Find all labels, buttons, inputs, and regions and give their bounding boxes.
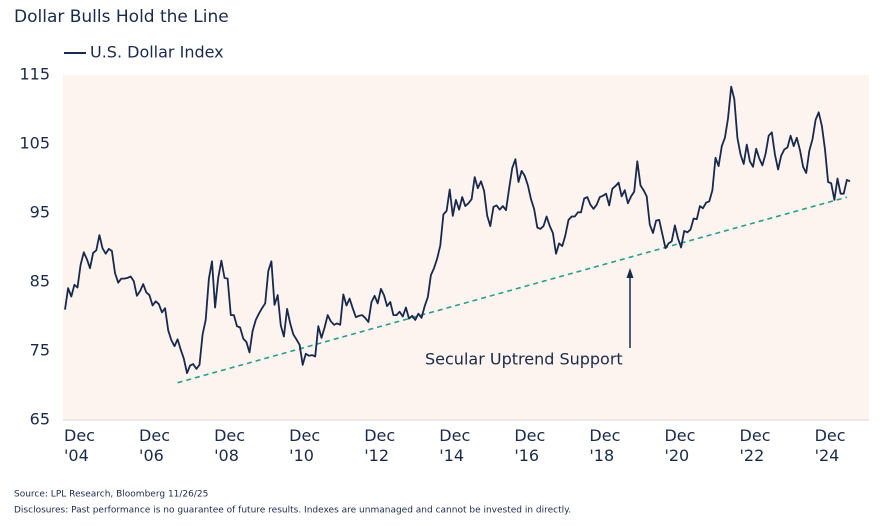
data-line — [64, 85, 851, 374]
x-tick-label: Dec '14 — [439, 426, 470, 465]
x-tick-label: Dec '24 — [815, 426, 846, 465]
y-tick-label: 95 — [30, 203, 50, 222]
annotation: Secular Uptrend Support — [425, 350, 623, 369]
annotation-arrowhead — [626, 268, 634, 278]
x-tick-label: Dec '18 — [589, 426, 620, 465]
y-tick-label: 85 — [30, 272, 50, 291]
trend-line — [177, 196, 848, 384]
x-tick-label: Dec '08 — [214, 426, 245, 465]
legend: U.S. Dollar Index — [64, 43, 224, 62]
x-tick-label: Dec '12 — [364, 426, 395, 465]
x-tick-label: Dec '06 — [139, 426, 170, 465]
x-tick-label: Dec '04 — [64, 426, 95, 465]
y-tick-label: 65 — [30, 410, 50, 429]
y-tick-label: 105 — [19, 134, 50, 153]
legend-label: U.S. Dollar Index — [90, 43, 224, 62]
chart-title: Dollar Bulls Hold the Line — [14, 7, 229, 27]
source-note: Source: LPL Research, Bloomberg 11/26/25 — [14, 490, 208, 500]
x-tick-label: Dec '20 — [664, 426, 695, 465]
plot-background — [63, 75, 869, 420]
disclosure-note: Disclosures: Past performance is no guar… — [14, 506, 571, 516]
x-tick-label: Dec '10 — [289, 426, 320, 465]
y-tick-label: 75 — [30, 341, 50, 360]
x-tick-label: Dec '16 — [514, 426, 545, 465]
x-tick-label: Dec '22 — [740, 426, 771, 465]
y-tick-label: 115 — [19, 65, 50, 84]
